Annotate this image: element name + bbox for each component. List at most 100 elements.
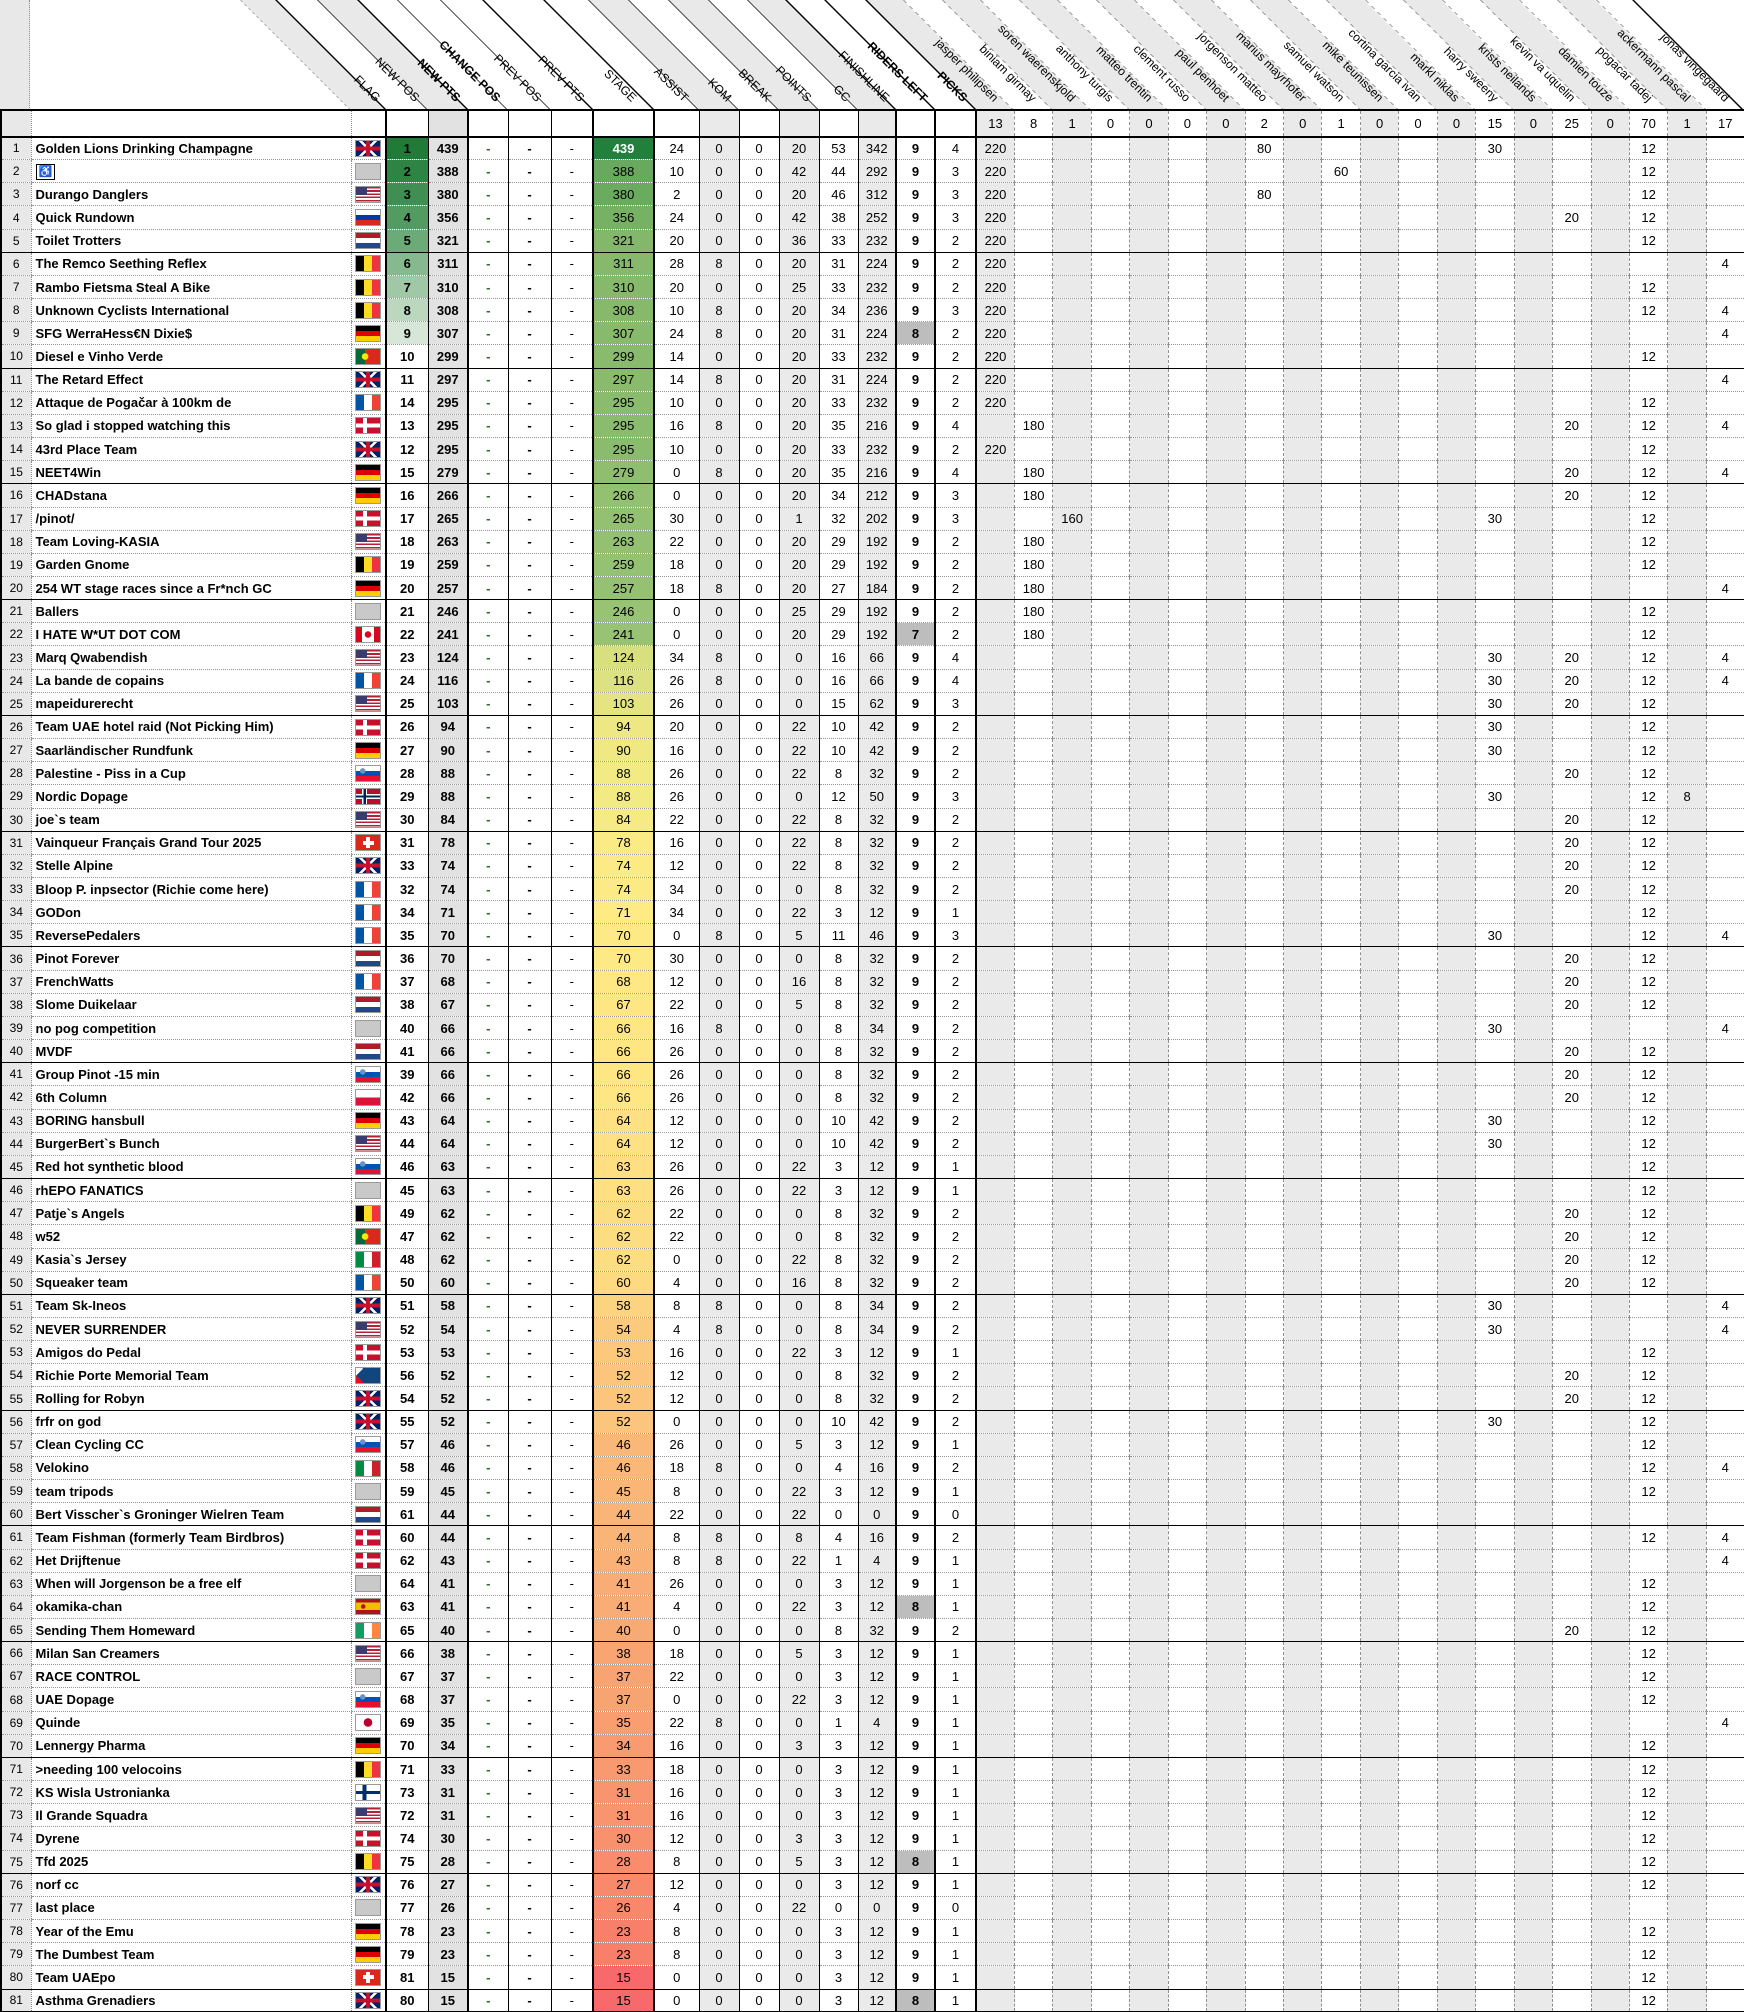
new-pos[interactable]: 57 (385, 1433, 428, 1457)
rider-pts-krists-neilands[interactable] (1513, 1340, 1553, 1365)
rider-pts-anthony-turgis[interactable] (1090, 1178, 1130, 1203)
flag-cell[interactable] (350, 1989, 386, 2012)
rider-pts-clement-russo[interactable] (1167, 1363, 1207, 1388)
rider-pts-clement-russo[interactable] (1167, 252, 1207, 276)
riders-left[interactable]: 9 (895, 831, 935, 855)
rider-pts-mike-teunissen[interactable] (1359, 1572, 1399, 1596)
rider-pts-matteo-trentin[interactable] (1129, 1085, 1169, 1110)
rider-pts-mike-teunissen[interactable] (1359, 715, 1399, 740)
rider-pts-biniam-girmay[interactable] (1013, 1271, 1053, 1295)
team-name[interactable]: Marq Qwabendish (30, 645, 351, 670)
riders-left[interactable]: 9 (895, 576, 935, 601)
rider-pts-matteo-trentin[interactable] (1129, 645, 1169, 670)
rider-pts-jonas-vingegaard[interactable]: 4 (1705, 368, 1744, 392)
rider-pts-paul-penhoet[interactable] (1206, 1039, 1246, 1064)
break-pts[interactable]: 0 (738, 1734, 779, 1758)
rider-pts-jasper-philipsen[interactable] (974, 1525, 1015, 1550)
rider-pts-jorgenson-matteo[interactable] (1244, 1479, 1284, 1504)
rider-pts-mike-teunissen[interactable] (1359, 761, 1399, 786)
rider-pts-jasper-philipsen[interactable] (974, 1896, 1015, 1921)
change-pos[interactable]: - (467, 761, 508, 786)
flag-cell[interactable] (350, 1919, 386, 1944)
assist-pts[interactable]: 22 (653, 808, 699, 832)
stage-pts[interactable]: 44 (592, 1502, 654, 1527)
rider-pts-samuel-watson[interactable] (1321, 1572, 1361, 1596)
prev-pos[interactable]: - (507, 1248, 551, 1272)
rider-pts-pogacar-tadej[interactable]: 12 (1628, 136, 1668, 161)
rider-pts-marius-mayrhofer[interactable] (1282, 321, 1322, 346)
riders-left[interactable]: 9 (895, 229, 935, 253)
prev-pos[interactable]: - (507, 993, 551, 1017)
rider-pts-soren-waerenskjold[interactable] (1052, 553, 1092, 577)
finishline-pts[interactable]: 12 (857, 1757, 896, 1782)
flag-cell[interactable] (350, 1641, 386, 1666)
rider-pts-pogacar-tadej[interactable]: 12 (1628, 1363, 1668, 1388)
rider-pts-ackermann-pascal[interactable] (1667, 1363, 1707, 1388)
rider-stage-points-empty-name[interactable] (30, 110, 351, 138)
new-pos[interactable]: 81 (385, 1965, 428, 1990)
kom-pts[interactable]: 8 (698, 1711, 739, 1735)
new-pts[interactable]: 43 (427, 1549, 468, 1573)
rider-pts-clement-russo[interactable] (1167, 576, 1207, 601)
flag-cell[interactable] (350, 1965, 386, 1990)
rider-pts-clement-russo[interactable] (1167, 715, 1207, 740)
rider-pts-cortina-garcia-ivan[interactable] (1398, 1363, 1438, 1388)
rider-pts-krists-neilands[interactable] (1513, 669, 1553, 693)
rider-pts-pogacar-tadej[interactable]: 12 (1628, 1919, 1668, 1944)
rider-pts-jorgenson-matteo[interactable] (1244, 275, 1284, 300)
assist-pts[interactable]: 0 (653, 1248, 699, 1272)
rider-pts-pogacar-tadej[interactable]: 12 (1628, 1965, 1668, 1990)
rider-pts-anthony-turgis[interactable] (1090, 1155, 1130, 1180)
rider-pts-marius-mayrhofer[interactable] (1282, 205, 1322, 230)
change-pos[interactable]: - (467, 1386, 508, 1411)
gc-pts[interactable]: 8 (818, 1062, 858, 1087)
prev-pos[interactable]: - (507, 1317, 551, 1342)
new-pts[interactable]: 88 (427, 784, 468, 809)
rider-pts-clement-russo[interactable] (1167, 553, 1207, 577)
assist-pts[interactable]: 10 (653, 298, 699, 323)
row-index[interactable]: 50 (0, 1271, 31, 1295)
change-pos[interactable]: - (467, 414, 508, 439)
rider-pts-cortina-garcia-ivan[interactable] (1398, 1965, 1438, 1990)
flag-cell[interactable] (350, 1363, 386, 1388)
rider-pts-clement-russo[interactable] (1167, 1502, 1207, 1527)
rider-pts-paul-penhoet[interactable] (1206, 854, 1246, 879)
team-name[interactable]: Rolling for Robyn (30, 1386, 351, 1411)
rider-pts-harry-sweeny[interactable]: 30 (1475, 1109, 1515, 1133)
rider-pts-pogacar-tadej[interactable]: 12 (1628, 1109, 1668, 1133)
rider-pts-anthony-turgis[interactable] (1090, 738, 1130, 763)
finishline-pts[interactable]: 32 (857, 970, 896, 994)
stage-pts[interactable]: 299 (592, 344, 654, 369)
rider-pts-mike-teunissen[interactable] (1359, 1896, 1399, 1921)
change-pos[interactable]: - (467, 1618, 508, 1643)
rider-pts-cortina-garcia-ivan[interactable] (1398, 275, 1438, 300)
rider-pts-biniam-girmay[interactable] (1013, 1386, 1053, 1411)
rider-pts-ackermann-pascal[interactable] (1667, 252, 1707, 276)
rider-pts-biniam-girmay[interactable] (1013, 831, 1053, 855)
rider-pts-jonas-vingegaard[interactable] (1705, 784, 1744, 809)
gc-pts[interactable]: 8 (818, 1386, 858, 1411)
rider-pts-biniam-girmay[interactable] (1013, 1016, 1053, 1041)
rider-pts-matteo-trentin[interactable] (1129, 1016, 1169, 1041)
rider-pts-biniam-girmay[interactable] (1013, 321, 1053, 346)
picks[interactable]: 1 (934, 1757, 976, 1782)
stage-pts[interactable]: 88 (592, 784, 654, 809)
assist-pts[interactable]: 8 (653, 1942, 699, 1967)
kom-pts[interactable]: 0 (698, 761, 739, 786)
rider-pts-marius-mayrhofer[interactable] (1282, 1410, 1322, 1434)
rider-pts-matteo-trentin[interactable] (1129, 1641, 1169, 1666)
rider-pts-mike-teunissen[interactable] (1359, 622, 1399, 647)
finishline-pts[interactable]: 32 (857, 1363, 896, 1388)
picks[interactable]: 2 (934, 1317, 976, 1342)
rider-pts-soren-waerenskjold[interactable] (1052, 1942, 1092, 1967)
rider-pts-pogacar-tadej[interactable] (1628, 1016, 1668, 1041)
rider-pts-paul-penhoet[interactable] (1206, 970, 1246, 994)
team-name[interactable]: Ballers (30, 599, 351, 624)
rider-pts-damien-touze[interactable] (1590, 622, 1630, 647)
rider-pts-marius-mayrhofer[interactable] (1282, 229, 1322, 253)
rider-pts-soren-waerenskjold[interactable] (1052, 530, 1092, 554)
rider-pts-damien-touze[interactable] (1590, 1155, 1630, 1180)
rider-pts-harry-sweeny[interactable] (1475, 1757, 1515, 1782)
rider-pts-marius-mayrhofer[interactable] (1282, 877, 1322, 902)
rider-pts-matteo-trentin[interactable] (1129, 1132, 1169, 1156)
